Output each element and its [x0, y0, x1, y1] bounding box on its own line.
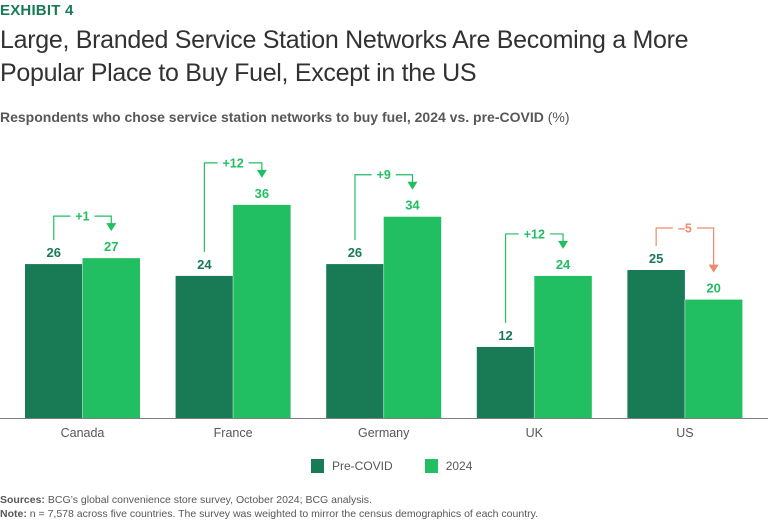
bar-pre-covid-france: [175, 275, 234, 418]
change-arrow-icon-france: [256, 169, 267, 178]
value-label-pre-covid-germany: 26: [348, 245, 362, 260]
change-bracket-left-france: [203, 162, 218, 252]
change-arrow-icon-uk: [558, 240, 569, 249]
change-arrow-icon-germany: [407, 181, 418, 190]
change-bracket-left-uk: [504, 233, 519, 323]
legend-item-pre-covid: Pre-COVID: [311, 459, 393, 473]
chart-title: Large, Branded Service Station Networks …: [0, 26, 689, 87]
exhibit-label: EXHIBIT 4: [0, 2, 74, 19]
value-label-pre-covid-france: 24: [197, 257, 212, 272]
bar-pre-covid-canada: [25, 264, 83, 418]
bar-2024-canada: [82, 258, 140, 418]
note: Note: n = 7,578 across five countries. T…: [0, 508, 538, 520]
change-label-canada: +1: [75, 210, 89, 224]
value-label-2024-germany: 34: [405, 198, 420, 213]
sources-label: Sources:: [0, 494, 45, 506]
value-label-pre-covid-canada: 26: [47, 245, 61, 260]
category-label-uk: UK: [526, 426, 544, 440]
category-label-canada: Canada: [61, 426, 105, 440]
change-bracket-left-germany: [354, 174, 372, 241]
bar-2024-germany: [383, 216, 442, 418]
bar-pre-covid-us: [627, 270, 685, 418]
value-label-2024-canada: 27: [104, 239, 118, 254]
value-label-pre-covid-uk: 12: [498, 328, 512, 343]
change-bracket-left-canada: [53, 215, 71, 241]
bar-2024-us: [684, 299, 743, 418]
change-bracket-left-us: [655, 227, 673, 246]
sources-text: BCG’s global convenience store survey, O…: [44, 494, 372, 506]
value-label-2024-uk: 24: [556, 257, 571, 272]
change-label-germany: +9: [377, 168, 391, 182]
category-label-germany: Germany: [358, 426, 410, 440]
legend-swatch-pre-covid: [311, 459, 324, 473]
change-label-us: –5: [678, 222, 692, 236]
change-label-france: +12: [222, 156, 243, 170]
legend-item-2024: 2024: [424, 459, 473, 473]
legend-label-2024: 2024: [445, 459, 473, 473]
value-label-2024-us: 20: [706, 281, 720, 296]
note-text: n = 7,578 across five countries. The sur…: [26, 508, 539, 520]
change-arrow-icon-us: [708, 264, 719, 273]
sources-note: Sources: BCG’s global convenience store …: [0, 494, 372, 506]
bar-pre-covid-germany: [326, 264, 384, 418]
legend: Pre-COVID 2024: [311, 459, 504, 473]
category-label-us: US: [676, 426, 693, 440]
legend-swatch-2024: [424, 459, 438, 473]
category-label-france: France: [214, 426, 253, 440]
subtitle-text: Respondents who chose service station ne…: [0, 109, 544, 125]
bar-2024-uk: [534, 275, 592, 418]
change-arrow-icon-canada: [106, 223, 117, 232]
change-bracket-right-uk: [549, 233, 564, 242]
change-bracket-right-germany: [395, 174, 414, 183]
bar-2024-france: [233, 204, 291, 418]
bar-pre-covid-uk: [476, 346, 535, 418]
subtitle-unit: (%): [543, 109, 570, 125]
value-label-pre-covid-us: 25: [649, 251, 663, 266]
chart-subtitle: Respondents who chose service station ne…: [0, 109, 569, 125]
value-label-2024-france: 36: [255, 186, 269, 201]
change-bracket-right-canada: [94, 215, 112, 225]
change-bracket-right-us: [696, 227, 715, 266]
note-label: Note:: [0, 508, 27, 520]
change-bracket-right-france: [248, 162, 263, 171]
legend-label-pre-covid: Pre-COVID: [332, 459, 393, 473]
change-label-uk: +12: [524, 227, 545, 241]
